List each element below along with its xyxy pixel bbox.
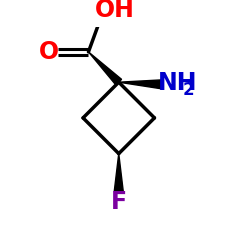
Text: OH: OH xyxy=(94,0,134,22)
Text: F: F xyxy=(111,190,127,214)
Text: NH: NH xyxy=(158,70,198,94)
Polygon shape xyxy=(119,80,162,89)
Text: 2: 2 xyxy=(182,81,194,99)
Text: O: O xyxy=(39,40,59,64)
Polygon shape xyxy=(88,52,122,85)
Polygon shape xyxy=(114,154,123,191)
